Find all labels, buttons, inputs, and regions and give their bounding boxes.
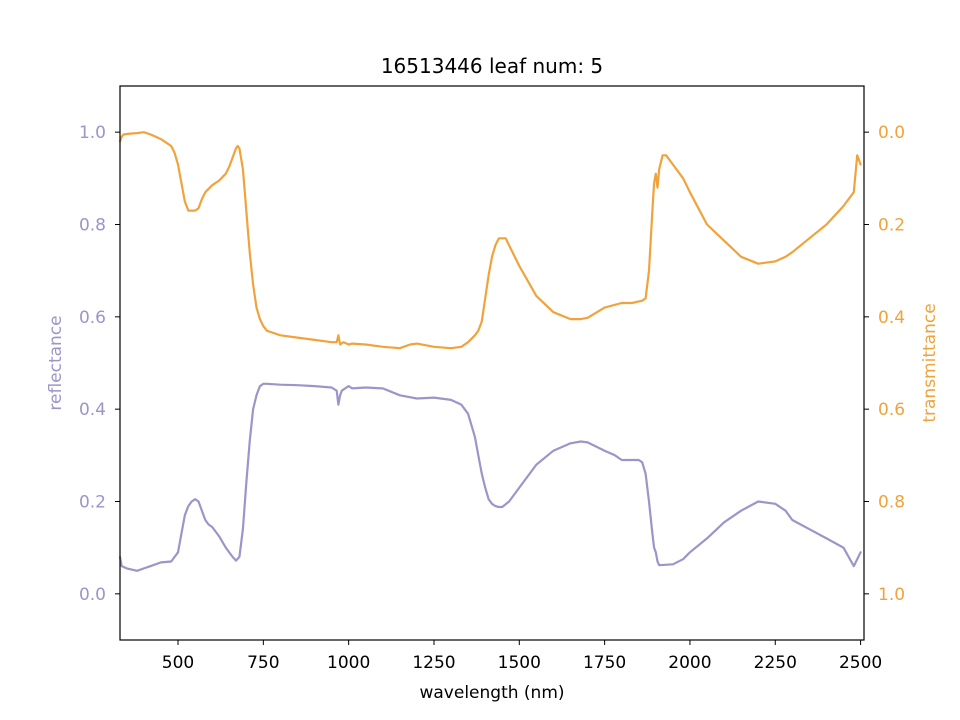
x-axis-label: wavelength (nm): [419, 683, 564, 703]
chart-title: 16513446 leaf num: 5: [381, 54, 603, 78]
x-tick-label: 1250: [412, 653, 455, 673]
y-right-tick-label: 0.8: [878, 493, 905, 513]
y-left-tick-label: 0.6: [79, 308, 106, 328]
plot-area: [118, 131, 862, 572]
x-axis: 500 750 1000 1250 1500 1750 2000 2250 2500: [162, 640, 882, 673]
plot-frame: [119, 85, 865, 641]
y-left-tick-label: 1.0: [79, 123, 106, 143]
x-tick-label: 2250: [754, 653, 797, 673]
y-right-tick-label: 0.2: [878, 216, 905, 236]
transmittance-line: [118, 131, 862, 350]
y-right-tick-label: 0.6: [878, 400, 905, 420]
x-tick-label: 1750: [583, 653, 626, 673]
y-right-tick-label: 1.0: [878, 585, 905, 605]
reflectance-line: [118, 382, 862, 572]
y-left-tick-label: 0.0: [79, 585, 106, 605]
y-right-tick-label: 0.0: [878, 123, 905, 143]
y-right-tick-label: 0.4: [878, 308, 905, 328]
x-tick-label: 2000: [668, 653, 711, 673]
x-tick-label: 2500: [839, 653, 882, 673]
y-axis-left: 0.0 0.2 0.4 0.6 0.8 1.0: [79, 123, 120, 605]
y-axis-right: 0.0 0.2 0.4 0.6 0.8 1.0: [864, 123, 905, 605]
y-left-tick-label: 0.2: [79, 493, 106, 513]
x-tick-label: 500: [162, 653, 194, 673]
y-left-tick-label: 0.4: [79, 400, 106, 420]
y-left-tick-label: 0.8: [79, 216, 106, 236]
x-tick-label: 750: [247, 653, 279, 673]
y-left-axis-label: reflectance: [46, 315, 66, 410]
x-tick-label: 1500: [498, 653, 541, 673]
x-tick-label: 1000: [327, 653, 370, 673]
y-right-axis-label: transmittance: [920, 303, 940, 422]
